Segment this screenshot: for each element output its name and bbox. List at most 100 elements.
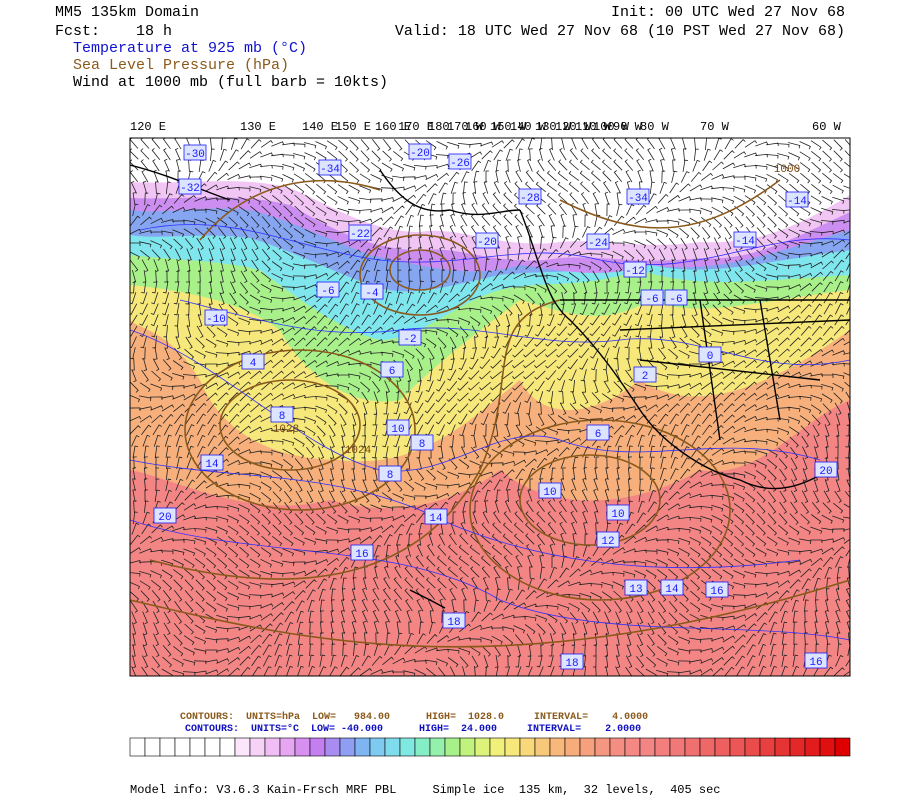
temperature-label: 16 bbox=[710, 586, 723, 598]
color-cell bbox=[144, 737, 161, 757]
field-wind: Wind at 1000 mb (full barb = 10kts) bbox=[73, 74, 388, 91]
color-cell bbox=[249, 737, 266, 757]
temperature-label: 10 bbox=[611, 509, 624, 521]
label-box bbox=[398, 329, 422, 346]
label-box bbox=[360, 283, 384, 300]
label-box bbox=[424, 508, 448, 525]
color-cell bbox=[309, 737, 326, 757]
temperature-label: -20 bbox=[477, 237, 497, 249]
label-box bbox=[200, 454, 224, 471]
label-box bbox=[586, 233, 610, 250]
label-box bbox=[705, 581, 729, 598]
temperature-label: 10 bbox=[391, 424, 404, 436]
color-cell bbox=[684, 737, 701, 757]
label-box bbox=[633, 366, 657, 383]
label-box bbox=[410, 434, 434, 451]
color-bar bbox=[129, 737, 851, 757]
label-box bbox=[270, 406, 294, 423]
longitude-label: 160 E bbox=[375, 120, 411, 134]
color-cell bbox=[594, 737, 611, 757]
pressure-label: 1000 bbox=[774, 164, 800, 176]
label-box bbox=[606, 504, 630, 521]
contour-labels: -30-32-34-20-26-28 -34-24-22-20 -14-14-12-… bbox=[153, 143, 838, 670]
color-cell bbox=[654, 737, 671, 757]
label-box bbox=[350, 544, 374, 561]
color-cell bbox=[564, 737, 581, 757]
color-cell bbox=[399, 737, 416, 757]
label-box bbox=[698, 346, 722, 363]
temperature-label: -6 bbox=[645, 294, 658, 306]
temperature-label: 12 bbox=[601, 536, 614, 548]
temperature-label: -2 bbox=[403, 334, 416, 346]
label-box bbox=[586, 424, 610, 441]
color-cell bbox=[729, 737, 746, 757]
map-field bbox=[130, 138, 850, 676]
label-box bbox=[380, 361, 404, 378]
label-box bbox=[560, 653, 584, 670]
temperature-label: -26 bbox=[450, 158, 470, 170]
field-temperature: Temperature at 925 mb (°C) bbox=[73, 40, 307, 57]
pressure-contours bbox=[130, 179, 850, 648]
field-pressure: Sea Level Pressure (hPa) bbox=[73, 57, 289, 74]
temperature-label: -4 bbox=[365, 288, 379, 300]
label-box bbox=[448, 153, 472, 170]
pressure-label: 1024 bbox=[345, 445, 372, 457]
longitude-label: 80 W bbox=[640, 120, 670, 134]
temperature-label: 13 bbox=[629, 584, 642, 596]
color-cell bbox=[234, 737, 251, 757]
temperature-label: 14 bbox=[665, 584, 679, 596]
temperature-label: -30 bbox=[185, 149, 205, 161]
title: MM5 135km Domain bbox=[55, 4, 199, 21]
temperature-label: 8 bbox=[387, 470, 394, 482]
longitude-label: 60 W bbox=[812, 120, 842, 134]
color-cell bbox=[669, 737, 686, 757]
valid-time: Valid: 18 UTC Wed 27 Nov 68 (10 PST Wed … bbox=[395, 23, 845, 40]
longitude-label: 140 W bbox=[510, 120, 547, 134]
temperature-label: 6 bbox=[389, 366, 396, 378]
temperature-label: 18 bbox=[565, 658, 578, 670]
label-box bbox=[596, 531, 620, 548]
color-cell bbox=[444, 737, 461, 757]
longitude-label: 100 W bbox=[593, 120, 630, 134]
color-cell bbox=[414, 737, 431, 757]
color-cell bbox=[504, 737, 521, 757]
temperature-label: 14 bbox=[205, 459, 219, 471]
temperature-label: -24 bbox=[588, 238, 608, 250]
label-box bbox=[640, 289, 664, 306]
label-box bbox=[624, 579, 648, 596]
color-cell bbox=[744, 737, 761, 757]
label-box bbox=[475, 232, 499, 249]
color-cell bbox=[624, 737, 641, 757]
temperature-contours bbox=[130, 224, 850, 641]
temperature-label: 0 bbox=[707, 351, 714, 363]
init-time: Init: 00 UTC Wed 27 Nov 68 bbox=[611, 4, 845, 21]
label-box bbox=[178, 178, 202, 195]
longitude-label: 170 W bbox=[447, 120, 484, 134]
legend-pressure: CONTOURS: UNITS=hPa LOW= 984.00 HIGH= 10… bbox=[180, 711, 648, 723]
map-frame bbox=[129, 137, 851, 677]
color-cell bbox=[459, 737, 476, 757]
label-box bbox=[785, 191, 809, 208]
color-cell bbox=[639, 737, 656, 757]
longitude-label: 160 W bbox=[465, 120, 502, 134]
label-box bbox=[241, 353, 265, 370]
longitude-label: 130 E bbox=[240, 120, 276, 134]
color-cell bbox=[189, 737, 206, 757]
color-cell bbox=[429, 737, 446, 757]
temperature-label: 16 bbox=[809, 657, 822, 669]
label-box bbox=[348, 224, 372, 241]
color-cell bbox=[774, 737, 791, 757]
color-cell bbox=[279, 737, 296, 757]
temperature-label: -34 bbox=[320, 164, 340, 176]
label-box bbox=[408, 143, 432, 160]
color-cell bbox=[384, 737, 401, 757]
label-box bbox=[623, 261, 647, 278]
field-cold bbox=[130, 138, 850, 245]
longitude-label: 120 E bbox=[130, 120, 166, 134]
label-box bbox=[626, 188, 650, 205]
temperature-label: -28 bbox=[520, 193, 540, 205]
temperature-label: -20 bbox=[410, 148, 430, 160]
temperature-label: 8 bbox=[419, 439, 426, 451]
label-box bbox=[378, 465, 402, 482]
forecast-hour: Fcst: 18 h bbox=[55, 23, 172, 40]
